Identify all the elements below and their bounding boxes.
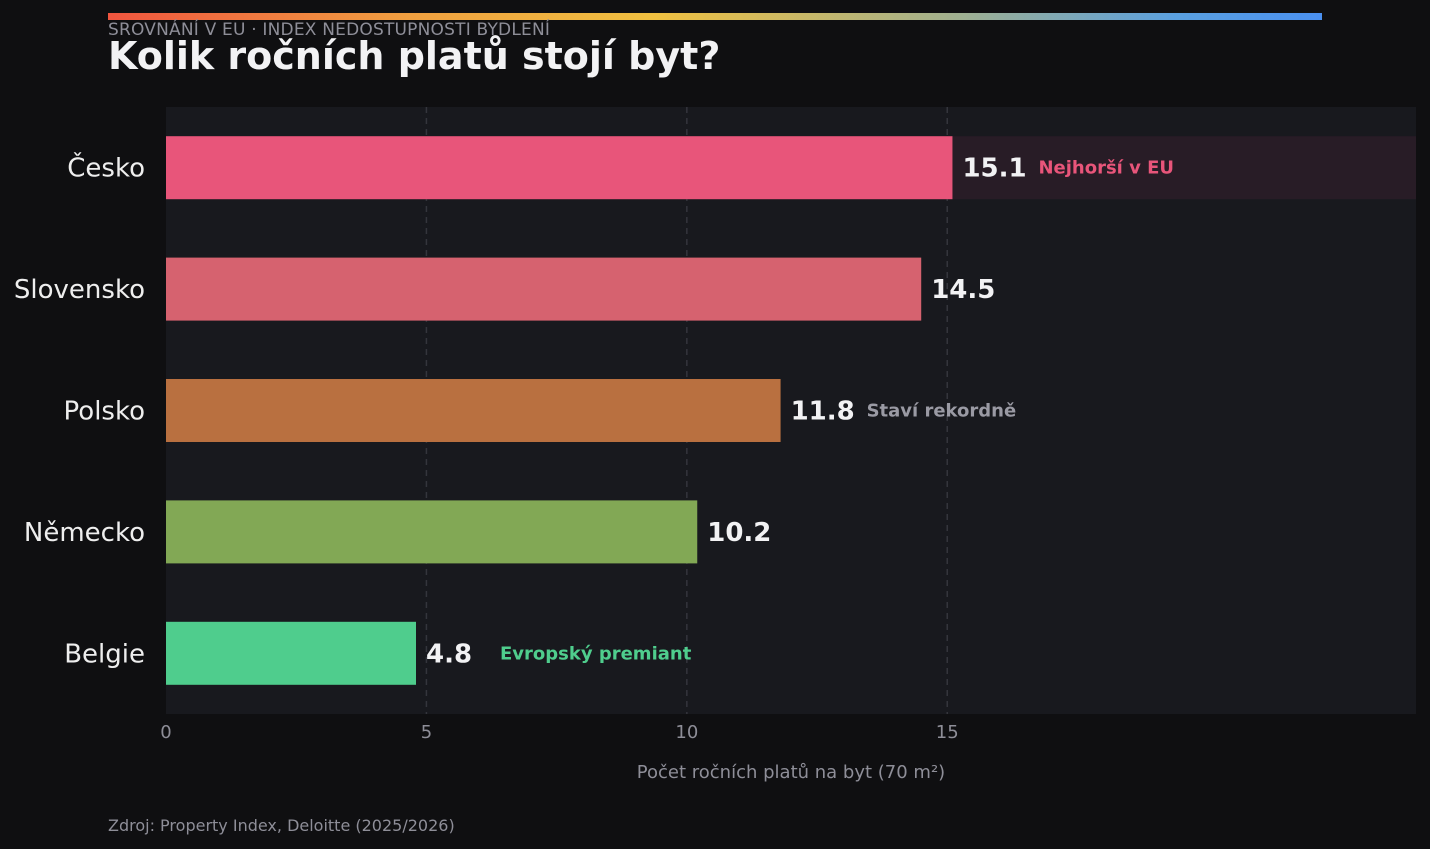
category-label: Polsko [64, 397, 145, 427]
annotation-label: Staví rekordně [867, 401, 1017, 422]
value-label: 10.2 [707, 518, 771, 548]
chart-kicker: SROVNÁNÍ V EU · INDEX NEDOSTUPNOSTI BYDL… [108, 20, 551, 40]
plot-area: 0 5 10 15 Česko 15.1 Nejhorší v EU Slovensko 14.… [14, 107, 1416, 743]
x-tick-label: 5 [421, 722, 432, 743]
category-label: Česko [67, 152, 145, 184]
value-label: 15.1 [962, 154, 1026, 184]
x-tick-label: 15 [936, 722, 959, 743]
source-note: Zdroj: Property Index, Deloitte (2025/20… [108, 816, 455, 835]
value-label: 4.8 [426, 639, 472, 669]
category-label: Německo [24, 518, 145, 548]
value-label: 11.8 [791, 397, 855, 427]
bar [166, 500, 698, 564]
accent-gradient-bar [108, 13, 1322, 20]
x-axis-label: Počet ročních platů na byt (70 m²) [637, 762, 945, 783]
bar [166, 379, 781, 442]
value-label: 14.5 [931, 275, 995, 305]
bar [166, 136, 953, 200]
annotation-label: Evropský premiant [500, 643, 692, 664]
bar [166, 257, 922, 321]
bar [166, 621, 416, 685]
category-label: Belgie [64, 639, 145, 669]
x-tick-label: 10 [675, 722, 698, 743]
category-label: Slovensko [14, 275, 145, 305]
annotation-label: Nejhorší v EU [1038, 158, 1174, 179]
chart-title: Kolik ročních platů stojí byt? [108, 34, 721, 78]
x-tick-label: 0 [160, 722, 171, 743]
